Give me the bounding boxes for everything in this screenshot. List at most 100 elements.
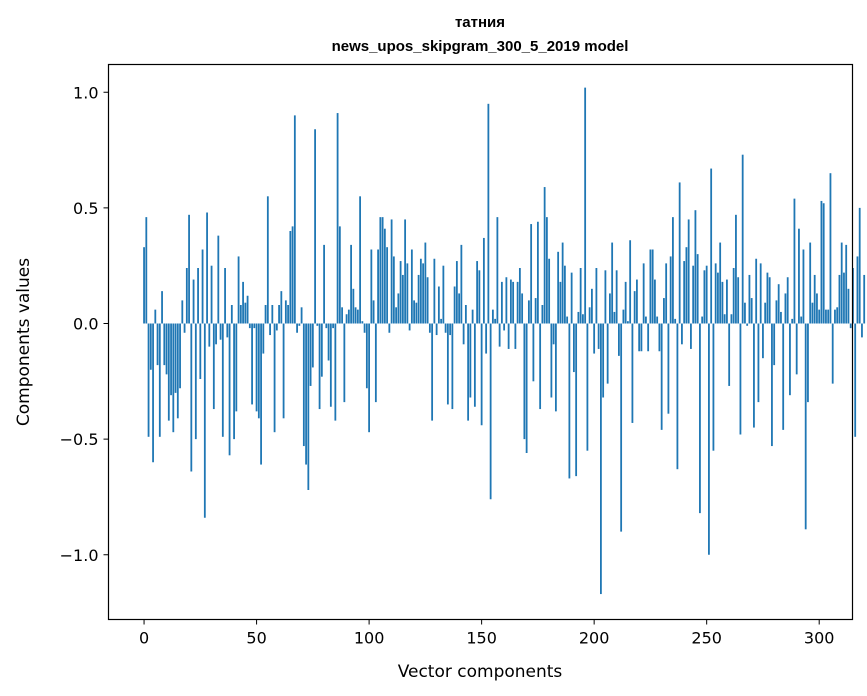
bar-111: [392, 256, 395, 324]
bar-66: [291, 226, 294, 324]
bar-6: [156, 323, 159, 366]
bar-149: [478, 270, 481, 324]
bar-264: [737, 277, 740, 324]
x-axis-label: Vector components: [398, 662, 563, 682]
bar-9: [163, 323, 166, 366]
bar-200: [593, 323, 596, 354]
bar-153: [487, 103, 490, 324]
bar-206: [606, 323, 609, 384]
bar-156: [494, 318, 497, 324]
bar-195: [582, 314, 584, 324]
bar-235: [672, 217, 674, 324]
bar-201: [595, 268, 598, 324]
bar-90: [345, 314, 348, 324]
bar-122: [417, 274, 420, 324]
bar-106: [381, 217, 384, 324]
bar-295: [807, 323, 809, 403]
bar-276: [764, 302, 767, 324]
bar-242: [687, 219, 690, 324]
bar-21: [190, 323, 193, 472]
bar-29: [208, 323, 211, 347]
bar-297: [811, 302, 814, 324]
bar-159: [500, 281, 503, 324]
bar-101: [370, 249, 373, 324]
bar-82: [327, 323, 330, 361]
bar-109: [388, 323, 391, 333]
bar-214: [624, 281, 627, 324]
bar-51: [257, 323, 260, 419]
bar-13: [172, 323, 175, 433]
bar-294: [804, 323, 807, 530]
bar-84: [332, 323, 334, 329]
bar-116: [404, 219, 407, 324]
bar-112: [395, 307, 398, 324]
bar-194: [579, 268, 582, 324]
bar-180: [548, 258, 551, 324]
bar-161: [505, 277, 508, 324]
bar-266: [741, 154, 744, 324]
bar-62: [282, 323, 285, 419]
bar-89: [343, 323, 346, 403]
bar-3: [149, 323, 152, 370]
bar-246: [696, 254, 699, 324]
bar-320: [863, 274, 866, 324]
bar-39: [230, 305, 233, 324]
x-tick-label: 150: [466, 629, 497, 648]
bar-121: [415, 302, 418, 324]
bar-204: [602, 323, 605, 398]
bar-144: [467, 323, 470, 421]
bar-92: [350, 244, 352, 324]
bar-268: [746, 323, 749, 326]
bar-118: [408, 323, 411, 331]
bar-192: [575, 323, 578, 477]
y-axis-ticks: −1.0 −0.5 0.0 0.5 1.0: [60, 83, 109, 565]
bar-261: [730, 314, 733, 324]
bar-50: [255, 323, 258, 412]
bar-75: [311, 323, 314, 368]
bar-263: [735, 214, 737, 324]
bar-281: [775, 300, 778, 324]
x-tick-label: 200: [579, 629, 610, 648]
bars-group: [143, 87, 866, 595]
bar-273: [757, 323, 760, 403]
bar-177: [541, 305, 544, 324]
bar-135: [446, 323, 449, 405]
bar-289: [793, 198, 796, 324]
bar-220: [638, 323, 641, 352]
bar-247: [699, 323, 701, 514]
bar-255: [717, 272, 719, 324]
bar-274: [759, 263, 762, 324]
bar-83: [329, 323, 332, 407]
bar-132: [440, 318, 443, 324]
bar-254: [714, 263, 717, 324]
bar-15: [176, 323, 179, 419]
bar-136: [449, 323, 452, 336]
bar-94: [354, 307, 357, 324]
bar-256: [719, 242, 722, 324]
bar-107: [383, 228, 386, 324]
bar-253: [712, 323, 715, 451]
bar-233: [667, 323, 670, 414]
bar-96: [359, 196, 361, 324]
bar-129: [433, 258, 436, 324]
bar-170: [525, 323, 528, 453]
x-tick-label: 0: [139, 629, 149, 648]
bar-186: [561, 242, 564, 324]
bar-43: [239, 305, 242, 324]
bar-239: [681, 323, 683, 345]
bar-175: [536, 221, 539, 324]
bar-316: [854, 323, 857, 437]
bar-48: [251, 323, 253, 405]
bar-102: [372, 300, 375, 324]
bar-58: [273, 323, 276, 433]
bar-270: [750, 298, 753, 324]
bar-11: [167, 323, 170, 421]
bar-123: [419, 258, 422, 324]
y-tick-label: −0.5: [60, 430, 99, 449]
bar-163: [509, 279, 512, 324]
bar-25: [199, 323, 202, 379]
bar-128: [431, 323, 434, 421]
bar-142: [462, 323, 465, 345]
bar-298: [813, 274, 816, 324]
